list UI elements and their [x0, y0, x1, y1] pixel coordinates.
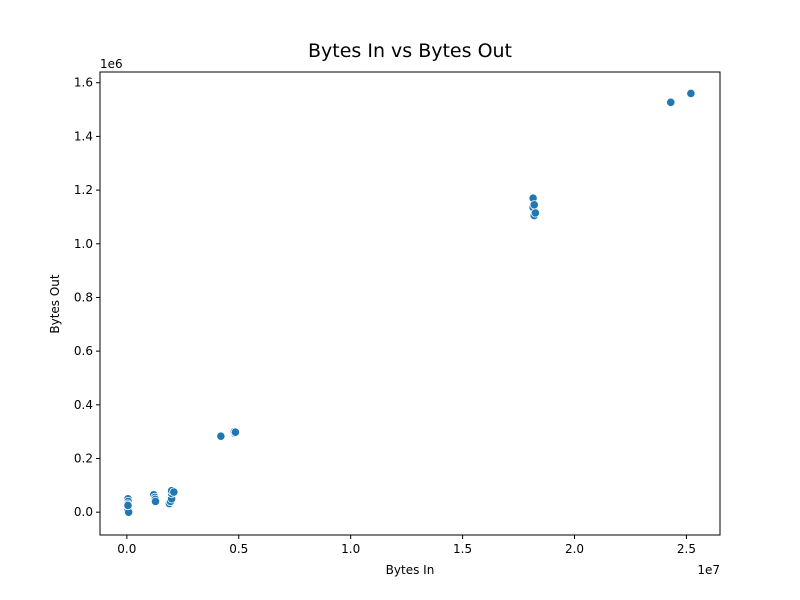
- y-tick-label: 0.2: [74, 452, 93, 466]
- x-tick-label: 1.0: [341, 542, 360, 556]
- y-tick-label: 1.4: [74, 129, 93, 143]
- x-tick-label: 0.5: [229, 542, 248, 556]
- y-tick-label: 0.8: [74, 290, 93, 304]
- y-tick-label: 0.6: [74, 344, 93, 358]
- chart-title: Bytes In vs Bytes Out: [308, 40, 512, 62]
- x-offset-label: 1e7: [697, 563, 720, 577]
- y-tick-label: 1.6: [74, 76, 93, 90]
- scatter-point: [216, 431, 226, 441]
- x-tick-label: 1.5: [453, 542, 472, 556]
- plot-frame: [99, 71, 721, 536]
- scatter-point: [230, 427, 241, 437]
- scatter-point: [529, 200, 539, 210]
- y-tick-label: 0.0: [74, 505, 93, 519]
- x-tick-label: 2.5: [677, 542, 696, 556]
- x-tick-label: 0.0: [117, 542, 136, 556]
- scatter-point: [169, 487, 179, 497]
- data-points: [123, 88, 696, 517]
- scatter-point: [150, 496, 161, 507]
- x-axis-ticks: 0.0 0.5 1.0 1.5 2.0 2.5: [117, 535, 696, 556]
- y-offset-label: 1e6: [100, 57, 123, 71]
- y-tick-label: 1.2: [74, 183, 93, 197]
- scatter-point: [686, 88, 696, 99]
- y-tick-label: 0.4: [74, 398, 93, 412]
- y-axis-ticks: 0.0 0.2 0.4 0.6 0.8 1.0 1.2 1.4 1.6: [74, 76, 100, 519]
- y-axis-label: Bytes Out: [48, 274, 62, 334]
- y-tick-label: 1.0: [74, 237, 93, 251]
- x-axis-label: Bytes In: [386, 563, 435, 577]
- scatter-point: [123, 500, 133, 511]
- scatter-point: [666, 97, 676, 107]
- scatter-point: [530, 208, 540, 218]
- x-tick-label: 2.0: [565, 542, 584, 556]
